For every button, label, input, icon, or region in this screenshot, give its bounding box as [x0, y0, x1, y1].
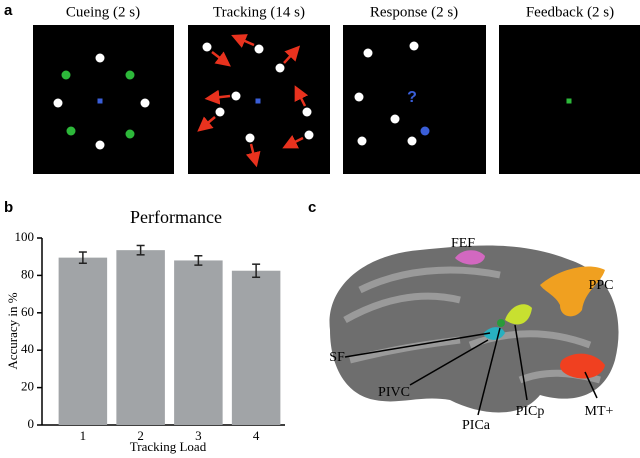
region-label: MT+ — [585, 404, 614, 419]
region-label: FEF — [451, 236, 475, 251]
response-screen: ? — [343, 25, 486, 174]
y-tick-label: 20 — [21, 379, 34, 394]
cueing-screen — [33, 25, 174, 174]
bar — [231, 270, 281, 425]
chart-title: Performance — [130, 207, 222, 227]
bar-chart: Performance Accuracy in % Tracking Load … — [5, 207, 285, 454]
x-tick-label: 1 — [80, 428, 87, 443]
x-tick-label: 4 — [253, 428, 260, 443]
y-tick-label: 60 — [21, 304, 34, 319]
y-tick-label: 0 — [28, 416, 35, 431]
feedback-screen — [499, 25, 640, 174]
bar — [58, 257, 108, 425]
task-title: Response (2 s) — [370, 4, 458, 20]
bar — [116, 250, 165, 425]
region-label: PICa — [462, 418, 491, 433]
panel-label: a — [4, 2, 13, 19]
panel-label: c — [308, 199, 316, 216]
region-label: SF — [329, 350, 345, 365]
x-tick-label: 2 — [137, 428, 144, 443]
task-title: Feedback (2 s) — [526, 4, 614, 20]
bar — [174, 260, 223, 425]
x-tick-label: 3 — [195, 428, 202, 443]
region-label: PIVC — [378, 385, 410, 400]
task-title: Cueing (2 s) — [66, 4, 140, 20]
response-symbol: ? — [407, 89, 417, 106]
region-label: PPC — [589, 278, 614, 293]
brain: FEF PPC SF PIVC PICa PICp MT+ — [329, 236, 619, 433]
y-tick-label: 100 — [15, 229, 35, 244]
y-axis-label: Accuracy in % — [5, 292, 20, 369]
tracking-screen — [188, 25, 330, 174]
y-tick-label: 40 — [21, 341, 34, 356]
x-axis-label: Tracking Load — [130, 439, 207, 454]
region-label: PICp — [516, 404, 545, 419]
task-title: Tracking (14 s) — [213, 4, 305, 20]
y-tick-label: 80 — [21, 266, 34, 281]
panel-label: b — [4, 199, 13, 216]
